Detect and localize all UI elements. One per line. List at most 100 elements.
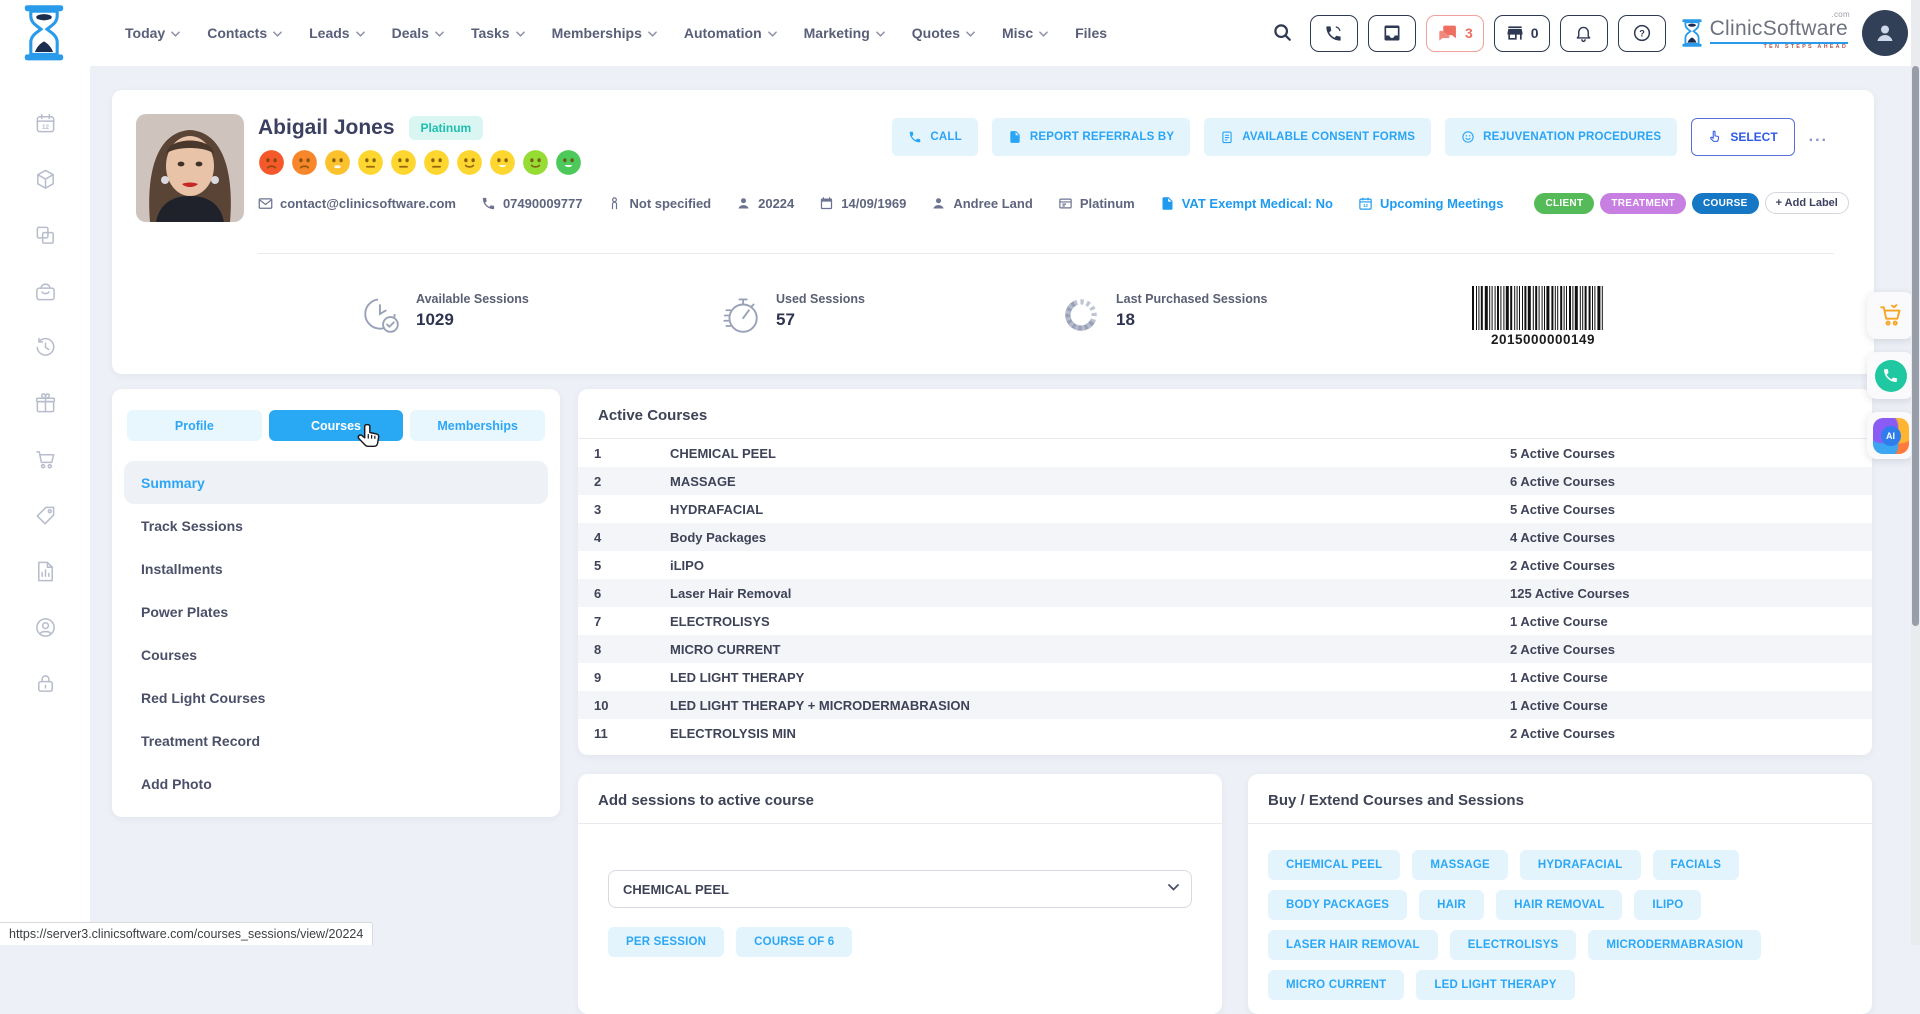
- user-avatar[interactable]: [1862, 10, 1908, 56]
- scrollbar-thumb[interactable]: [1912, 66, 1919, 626]
- mood-emoji-1[interactable]: [258, 149, 285, 176]
- buy-hair-button[interactable]: HAIR: [1419, 890, 1484, 920]
- mood-emoji-7[interactable]: [456, 149, 483, 176]
- rejuvenation-procedures-button[interactable]: REJUVENATION PROCEDURES: [1445, 118, 1677, 156]
- nav-item-leads[interactable]: Leads: [309, 25, 364, 41]
- buy-hydrafacial-button[interactable]: HYDRAFACIAL: [1520, 850, 1641, 880]
- package-icon[interactable]: [34, 168, 57, 191]
- cart-icon[interactable]: [34, 448, 57, 471]
- mood-emoji-5[interactable]: [390, 149, 417, 176]
- copy-icon[interactable]: [34, 224, 57, 247]
- store-button[interactable]: 0: [1494, 15, 1550, 52]
- buy-massage-button[interactable]: MASSAGE: [1412, 850, 1508, 880]
- buy-microdermabrasion-button[interactable]: MICRODERMABRASION: [1588, 930, 1761, 960]
- tab-courses[interactable]: Courses: [269, 410, 404, 441]
- floating-whatsapp-button[interactable]: [1867, 352, 1914, 399]
- menu-item-add-photo[interactable]: Add Photo: [124, 762, 548, 805]
- mood-emoji-4[interactable]: [357, 149, 384, 176]
- client-info-vat-exempt-medical-no[interactable]: VAT Exempt Medical: No: [1160, 196, 1333, 211]
- inbox-button[interactable]: [1368, 15, 1416, 52]
- mood-emoji-10[interactable]: [555, 149, 582, 176]
- floating-cart-button[interactable]: [1867, 292, 1914, 339]
- phone-call-button[interactable]: [1310, 15, 1358, 52]
- nav-item-files[interactable]: Files: [1075, 25, 1107, 41]
- menu-item-summary[interactable]: Summary: [124, 461, 548, 504]
- notifications-button[interactable]: [1560, 15, 1608, 52]
- lock-icon[interactable]: [34, 672, 57, 695]
- mood-emoji-9[interactable]: [522, 149, 549, 176]
- select-button[interactable]: SELECT: [1691, 118, 1794, 156]
- client-photo[interactable]: [136, 114, 244, 222]
- nav-item-misc[interactable]: Misc: [1002, 25, 1048, 41]
- buy-laser-hair-removal-button[interactable]: LASER HAIR REMOVAL: [1268, 930, 1438, 960]
- mood-emoji-6[interactable]: [423, 149, 450, 176]
- buy-facials-button[interactable]: FACIALS: [1653, 850, 1740, 880]
- menu-item-red-light-courses[interactable]: Red Light Courses: [124, 676, 548, 719]
- per-session-button[interactable]: PER SESSION: [608, 927, 724, 957]
- buy-micro-current-button[interactable]: MICRO CURRENT: [1268, 970, 1404, 1000]
- app-logo-icon[interactable]: [20, 4, 68, 62]
- client-info-not-specified: Not specified: [607, 196, 711, 211]
- menu-item-courses[interactable]: Courses: [124, 633, 548, 676]
- basket-icon[interactable]: [34, 280, 57, 303]
- course-of-6-button[interactable]: COURSE OF 6: [736, 927, 852, 957]
- mood-emoji-8[interactable]: [489, 149, 516, 176]
- report-icon[interactable]: [34, 560, 57, 583]
- buy-chemical-peel-button[interactable]: CHEMICAL PEEL: [1268, 850, 1400, 880]
- mood-emoji-2[interactable]: [291, 149, 318, 176]
- search-icon[interactable]: [1272, 22, 1294, 44]
- mood-emoji-3[interactable]: [324, 149, 351, 176]
- nav-item-contacts[interactable]: Contacts: [207, 25, 282, 41]
- nav-item-marketing[interactable]: Marketing: [804, 25, 885, 41]
- nav-item-automation[interactable]: Automation: [684, 25, 777, 41]
- buy-electrolisys-button[interactable]: ELECTROLISYS: [1450, 930, 1577, 960]
- nav-item-today[interactable]: Today: [125, 25, 180, 41]
- course-select[interactable]: CHEMICAL PEEL: [608, 870, 1192, 908]
- menu-item-treatment-record[interactable]: Treatment Record: [124, 719, 548, 762]
- floating-ai-button[interactable]: AI: [1867, 412, 1914, 459]
- nav-item-tasks[interactable]: Tasks: [471, 25, 525, 41]
- nav-item-deals[interactable]: Deals: [392, 25, 444, 41]
- brand-logo[interactable]: ClinicSoftware.com TEN STEPS AHEAD: [1680, 17, 1848, 50]
- call-button[interactable]: CALL: [892, 118, 977, 156]
- add-label-button[interactable]: + Add Label: [1765, 192, 1849, 214]
- chat-button[interactable]: 3: [1426, 15, 1484, 52]
- report-referrals-by-button[interactable]: REPORT REFERRALS BY: [992, 118, 1190, 156]
- nav-item-memberships[interactable]: Memberships: [552, 25, 657, 41]
- history-icon[interactable]: [34, 336, 57, 359]
- buy-hair-removal-button[interactable]: HAIR REMOVAL: [1496, 890, 1622, 920]
- menu-item-power-plates[interactable]: Power Plates: [124, 590, 548, 633]
- buy-extend-options: CHEMICAL PEEL MASSAGE HYDRAFACIAL FACIALS BO…: [1268, 850, 1852, 1000]
- more-actions-button[interactable]: ...: [1809, 128, 1828, 146]
- menu-item-installments[interactable]: Installments: [124, 547, 548, 590]
- tab-profile[interactable]: Profile: [127, 410, 262, 441]
- help-button[interactable]: ?: [1618, 15, 1666, 52]
- account-icon[interactable]: [34, 616, 57, 639]
- tab-memberships[interactable]: Memberships: [410, 410, 545, 441]
- buy-led-light-therapy-button[interactable]: LED LIGHT THERAPY: [1416, 970, 1574, 1000]
- nav-item-quotes[interactable]: Quotes: [912, 25, 975, 41]
- menu-item-track-sessions[interactable]: Track Sessions: [124, 504, 548, 547]
- client-label-client: CLIENT: [1534, 193, 1594, 214]
- buy-ilipo-button[interactable]: ILIPO: [1634, 890, 1701, 920]
- available-consent-forms-button[interactable]: AVAILABLE CONSENT FORMS: [1204, 118, 1431, 156]
- buy-body-packages-button[interactable]: BODY PACKAGES: [1268, 890, 1407, 920]
- tag-icon[interactable]: [34, 504, 57, 527]
- calendar-icon[interactable]: 12: [34, 112, 57, 135]
- page-scrollbar[interactable]: [1911, 0, 1920, 945]
- gift-icon[interactable]: [34, 392, 57, 415]
